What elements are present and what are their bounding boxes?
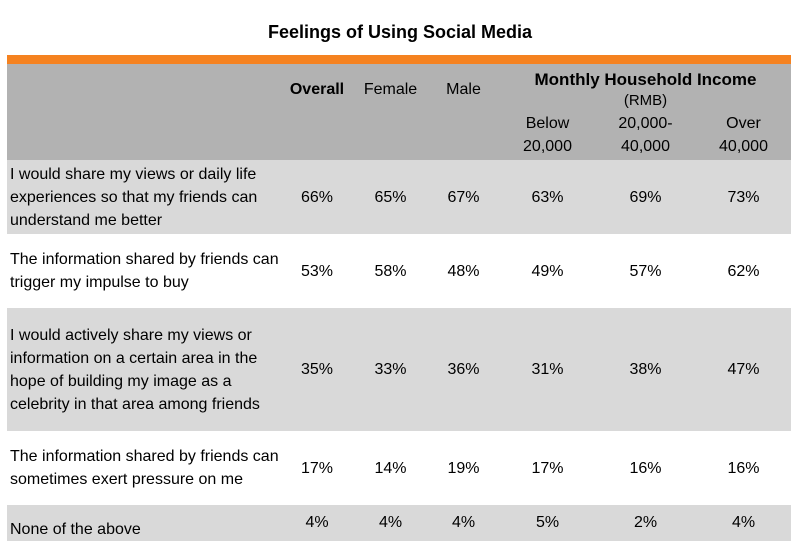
cell-female: 58% <box>354 234 427 308</box>
cell-income-below-20000: 5% <box>500 505 595 541</box>
row-label: The information shared by friends can tr… <box>7 234 280 308</box>
cell-income-20000-40000: 57% <box>595 234 696 308</box>
header-income-20000-40000: 20,000- 40,000 <box>595 110 696 160</box>
table-row: None of the above 4% 4% 4% 5% 2% 4% <box>7 505 791 541</box>
cell-income-20000-40000: 16% <box>595 431 696 505</box>
cell-male: 67% <box>427 160 500 234</box>
cell-income-over-40000: 62% <box>696 234 791 308</box>
header-income-over-40000: Over 40,000 <box>696 110 791 160</box>
cell-income-20000-40000: 38% <box>595 308 696 431</box>
cell-overall: 35% <box>280 308 354 431</box>
cell-income-below-20000: 17% <box>500 431 595 505</box>
income-unit: (RMB) <box>623 92 668 109</box>
cell-income-20000-40000: 2% <box>595 505 696 541</box>
header-income-below-20000: Below 20,000 <box>500 110 595 160</box>
table-row: I would share my views or daily life exp… <box>7 160 791 234</box>
cell-overall: 17% <box>280 431 354 505</box>
income-group-title: Monthly Household Income <box>534 70 757 89</box>
cell-income-over-40000: 4% <box>696 505 791 541</box>
cell-income-over-40000: 47% <box>696 308 791 431</box>
cell-male: 4% <box>427 505 500 541</box>
survey-table: Overall Female Male Monthly Household In… <box>7 64 791 541</box>
row-label: I would share my views or daily life exp… <box>7 160 280 234</box>
cell-income-below-20000: 63% <box>500 160 595 234</box>
cell-income-over-40000: 73% <box>696 160 791 234</box>
cell-overall: 53% <box>280 234 354 308</box>
cell-income-below-20000: 49% <box>500 234 595 308</box>
header-overall: Overall <box>280 64 354 160</box>
cell-female: 65% <box>354 160 427 234</box>
cell-income-below-20000: 31% <box>500 308 595 431</box>
header-blank-cell <box>7 64 280 160</box>
cell-male: 19% <box>427 431 500 505</box>
cell-female: 14% <box>354 431 427 505</box>
cell-female: 4% <box>354 505 427 541</box>
table-row: I would actively share my views or infor… <box>7 308 791 431</box>
header-male: Male <box>427 64 500 160</box>
row-label: I would actively share my views or infor… <box>7 308 280 431</box>
table-row: The information shared by friends can tr… <box>7 234 791 308</box>
cell-income-20000-40000: 69% <box>595 160 696 234</box>
table-row: The information shared by friends can so… <box>7 431 791 505</box>
cell-female: 33% <box>354 308 427 431</box>
cell-male: 48% <box>427 234 500 308</box>
cell-income-over-40000: 16% <box>696 431 791 505</box>
row-label: The information shared by friends can so… <box>7 431 280 505</box>
header-income-group: Monthly Household Income (RMB) <box>500 64 791 110</box>
accent-bar <box>7 55 791 64</box>
table-title: Feelings of Using Social Media <box>267 22 533 42</box>
row-label: None of the above <box>7 505 280 541</box>
cell-overall: 4% <box>280 505 354 541</box>
cell-overall: 66% <box>280 160 354 234</box>
cell-male: 36% <box>427 308 500 431</box>
header-female: Female <box>354 64 427 160</box>
